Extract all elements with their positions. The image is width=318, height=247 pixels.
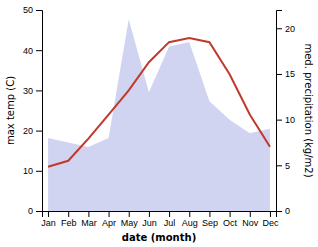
tick-label: Apr: [102, 218, 116, 228]
tick-mark: [276, 165, 282, 166]
tick: Nov: [242, 211, 259, 228]
tick: Jun: [142, 211, 157, 228]
tick-mark: [109, 211, 110, 217]
tick: 30: [23, 86, 42, 96]
tick-label: Jul: [164, 218, 176, 228]
x-axis: Jan Feb Mar Apr MayJun Jul Aug Sep Oct NovDec: [41, 211, 279, 228]
tick-label: 0: [28, 206, 33, 216]
tick: 10: [23, 166, 42, 176]
tick: 0: [28, 206, 42, 216]
tick-mark: [209, 211, 210, 217]
tick: Mar: [81, 211, 97, 228]
tick-label: Jun: [142, 218, 157, 228]
axis-line: [43, 212, 277, 218]
chart: Jan Feb Mar Apr MayJun Jul Aug Sep Oct NovDec 0 10 2…: [0, 0, 318, 247]
tick-mark: [276, 28, 282, 29]
tick-label: Feb: [61, 218, 77, 228]
tick: Dec: [262, 211, 279, 228]
tick: Feb: [61, 211, 77, 228]
tick: 40: [23, 46, 42, 56]
axis-line: [277, 11, 283, 212]
tick-mark: [230, 211, 231, 217]
tick-mark: [88, 211, 89, 217]
line: [48, 38, 270, 167]
tick-label: May: [121, 218, 139, 228]
tick-label: Oct: [223, 218, 238, 228]
tick: Oct: [223, 211, 238, 228]
tick-label: Nov: [242, 218, 259, 228]
tick-mark: [250, 211, 251, 217]
tick-label: Mar: [81, 218, 97, 228]
area: [48, 19, 270, 211]
tick: Aug: [182, 211, 198, 228]
tick-label: 10: [285, 115, 295, 125]
tick-label: 20: [23, 126, 33, 136]
tick-mark: [276, 211, 282, 212]
tick-mark: [276, 74, 282, 75]
tick-label: 0: [285, 206, 290, 216]
tick: 20: [23, 126, 42, 136]
plot-area: Jan Feb Mar Apr MayJun Jul Aug Sep Oct NovDec 0 10 2…: [23, 5, 295, 228]
tick-label: 15: [285, 69, 295, 79]
tick-mark: [68, 211, 69, 217]
y2-axis: 0 5 10 15 20: [276, 11, 295, 217]
tick-label: Jan: [41, 218, 56, 228]
tick-label: Sep: [202, 218, 218, 228]
tick: 0: [276, 206, 290, 216]
tick: Jul: [164, 211, 176, 228]
tick-label: 20: [285, 24, 295, 34]
tick-label: 5: [285, 161, 290, 171]
tick-label: Aug: [182, 218, 198, 228]
tick: 50: [23, 5, 42, 15]
tick-mark: [36, 10, 42, 11]
tick: Jan: [41, 211, 56, 228]
y-axis: 0 10 20 30 40 50: [23, 5, 43, 216]
tick-mark: [189, 211, 190, 217]
marks: [48, 19, 270, 211]
tick: 10: [276, 115, 295, 125]
tick-mark: [36, 90, 42, 91]
tick-label: 10: [23, 166, 33, 176]
tick: 5: [276, 161, 290, 171]
tick-label: Dec: [262, 218, 279, 228]
y-axis-title: max temp (C): [5, 76, 16, 145]
tick-mark: [36, 50, 42, 51]
tick-mark: [36, 131, 42, 132]
tick: May: [121, 211, 139, 228]
tick-label: 30: [23, 86, 33, 96]
y2-axis-title: med. precipitation (kg/m2): [303, 43, 314, 177]
tick: Apr: [102, 211, 116, 228]
tick: 20: [276, 24, 295, 34]
tick-mark: [48, 211, 49, 217]
tick: Sep: [202, 211, 218, 228]
tick-mark: [270, 211, 271, 217]
tick-mark: [169, 211, 170, 217]
tick-label: 40: [23, 46, 33, 56]
axis-line: [36, 11, 43, 212]
x-axis-title: date (month): [122, 232, 196, 243]
tick-mark: [129, 211, 130, 217]
tick-mark: [276, 120, 282, 121]
tick-mark: [36, 211, 42, 212]
tick-label: 50: [23, 5, 33, 15]
tick: 15: [276, 69, 295, 79]
tick-mark: [149, 211, 150, 217]
tick-mark: [36, 171, 42, 172]
